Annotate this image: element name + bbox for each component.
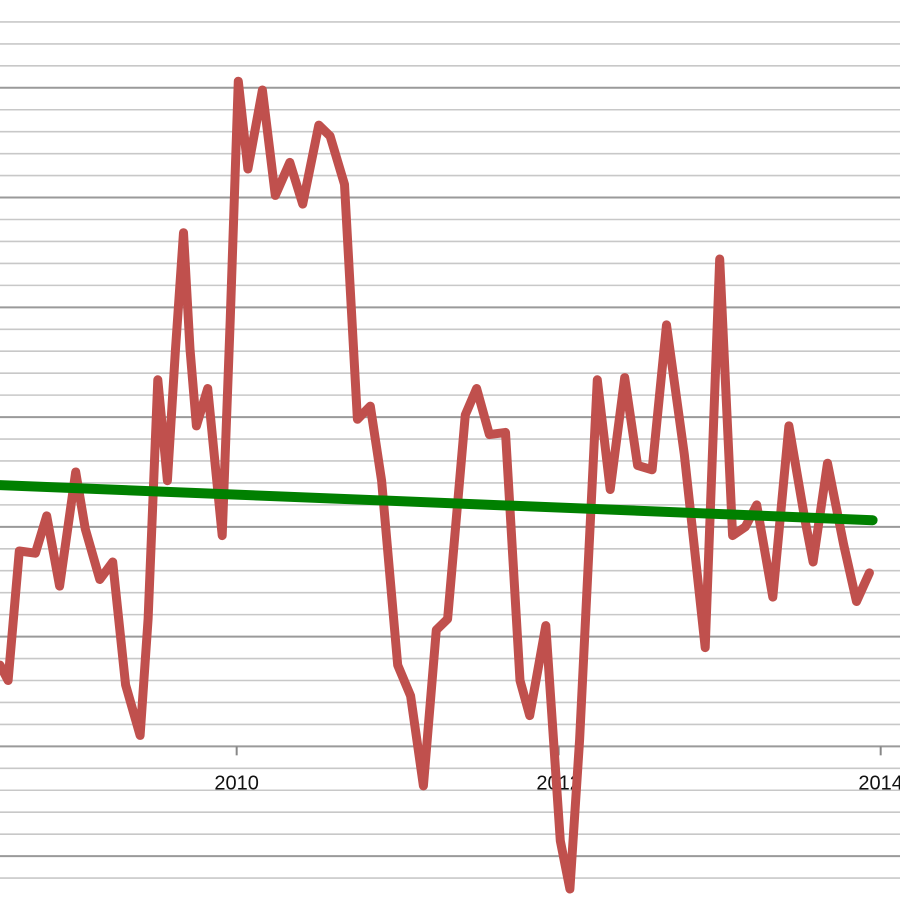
trend-line — [0, 480, 878, 526]
data-line — [0, 76, 874, 894]
x-tick-label: 2014 — [858, 773, 900, 795]
x-tick-label: 2010 — [214, 773, 259, 795]
